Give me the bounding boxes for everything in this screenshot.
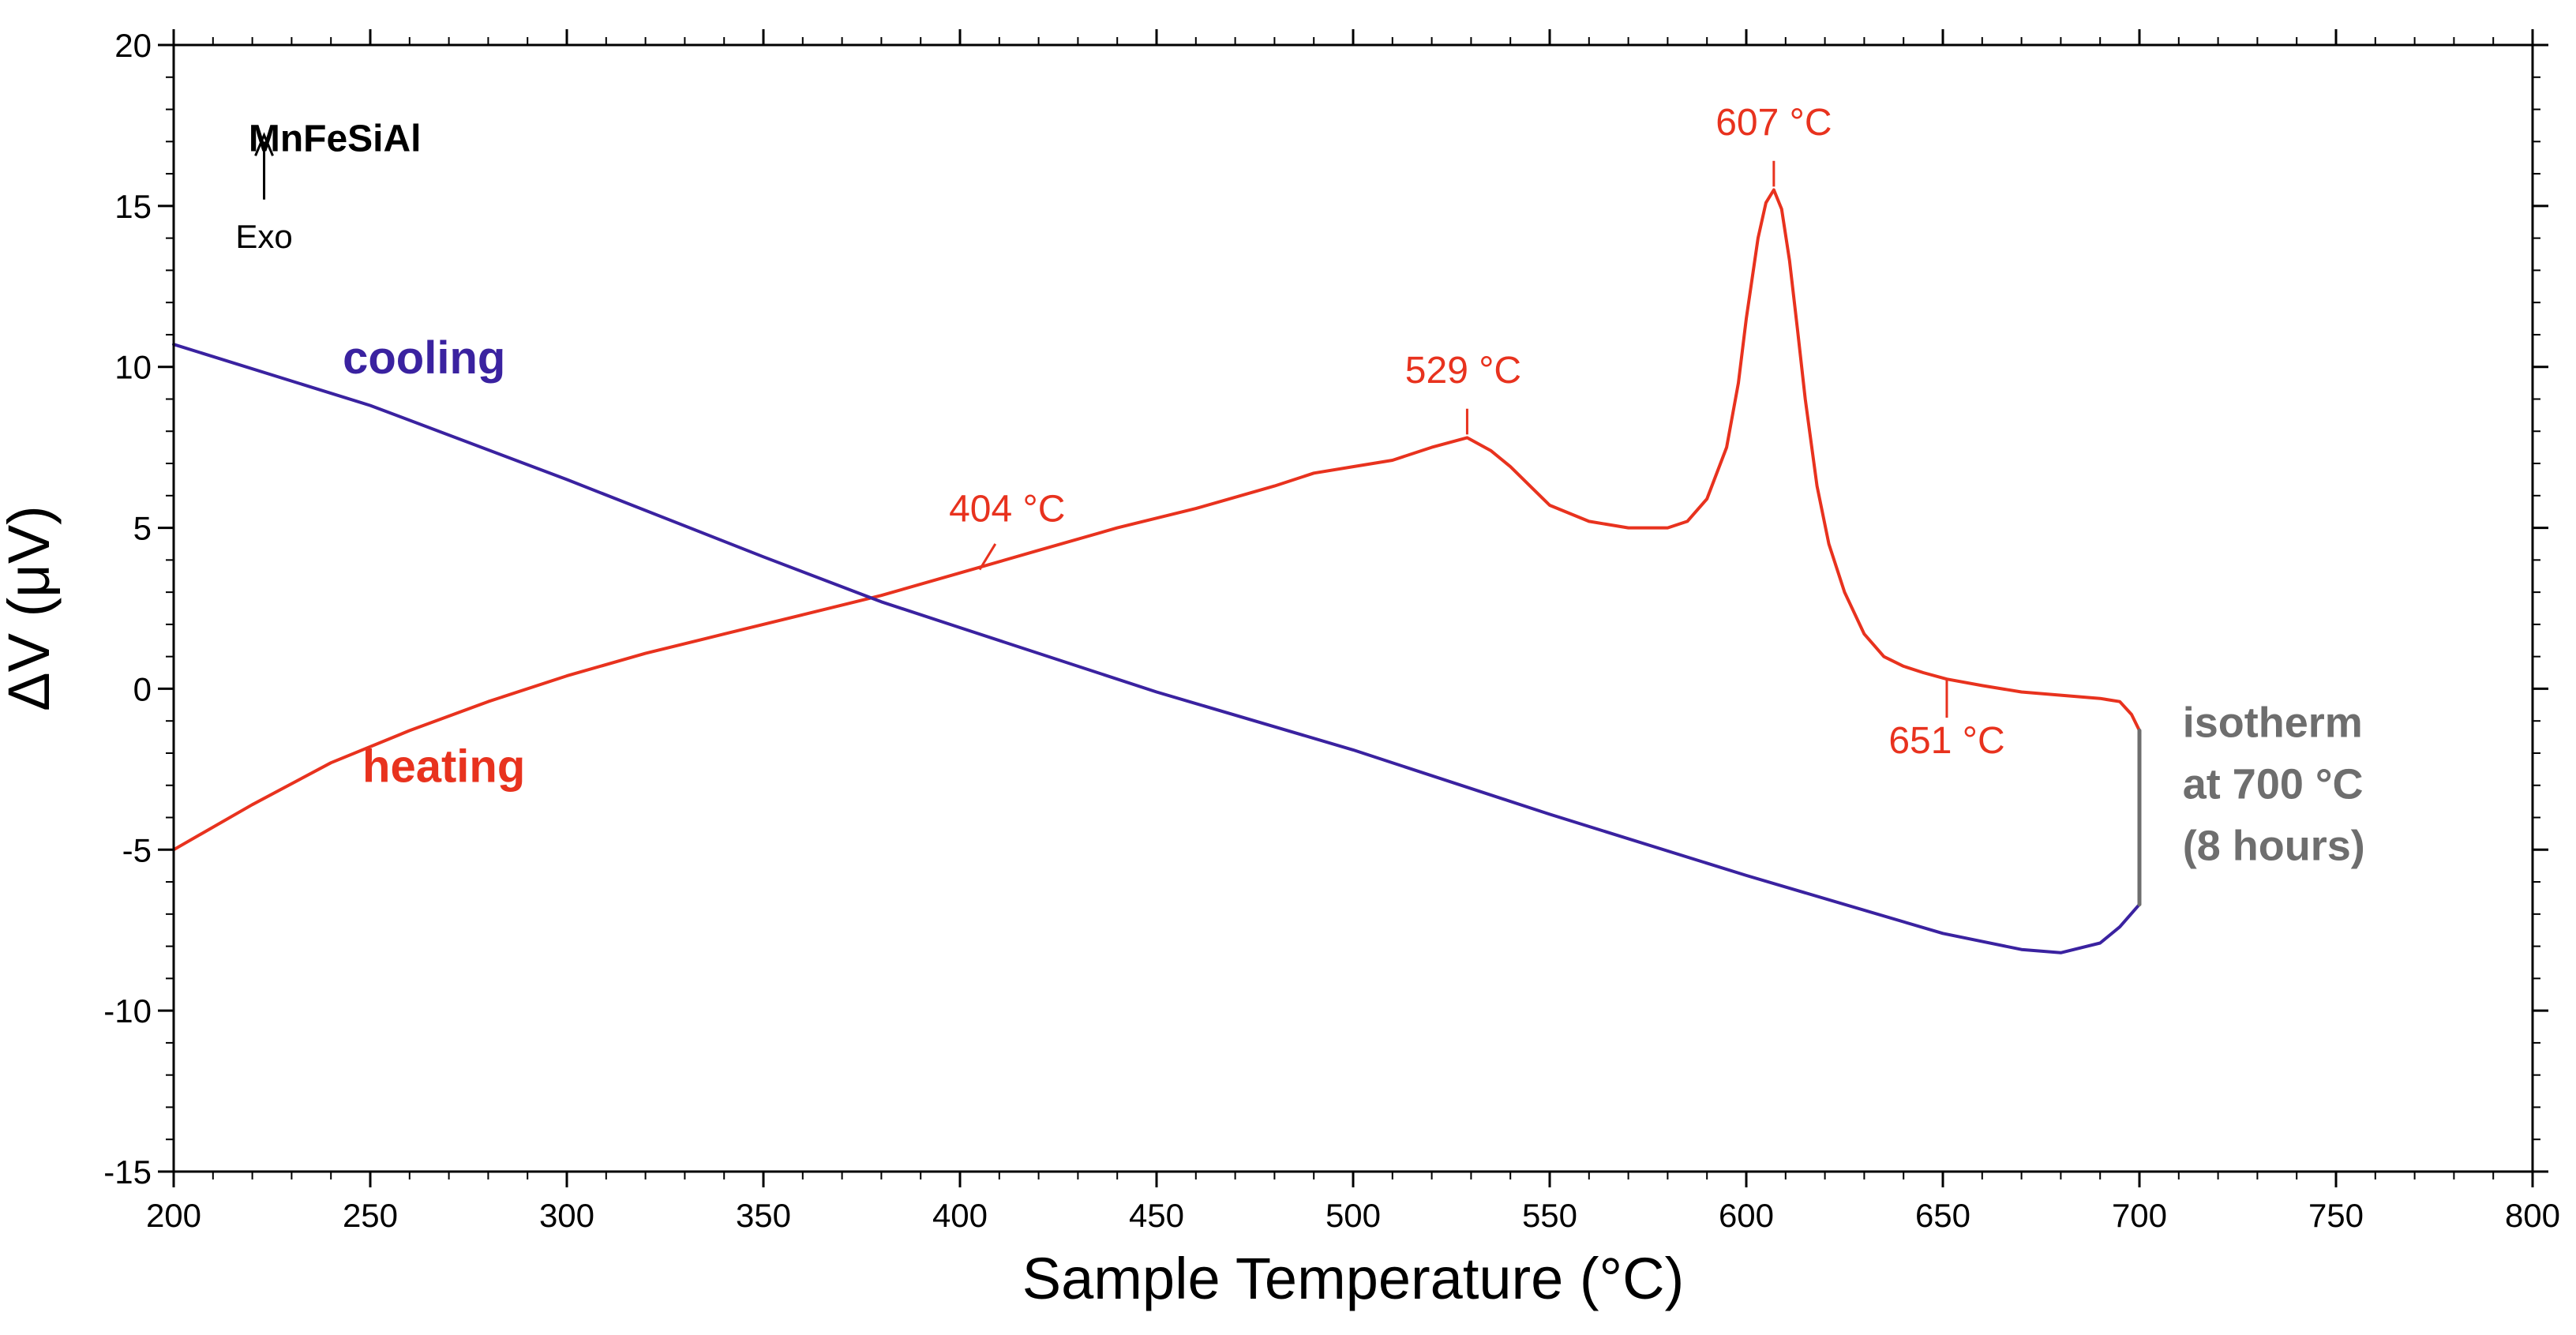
peak-annotation: 607 °C bbox=[1715, 102, 1832, 144]
x-tick-label: 450 bbox=[1129, 1197, 1184, 1234]
x-tick-label: 600 bbox=[1719, 1197, 1774, 1234]
x-tick-label: 550 bbox=[1522, 1197, 1577, 1234]
peak-annotation: 529 °C bbox=[1405, 350, 1521, 392]
y-tick-label: 10 bbox=[114, 349, 152, 386]
x-tick-label: 750 bbox=[2308, 1197, 2364, 1234]
chart-title: MnFeSiAl bbox=[249, 118, 422, 160]
exo-arrow-icon bbox=[254, 132, 274, 156]
x-tick-label: 650 bbox=[1915, 1197, 1970, 1234]
x-tick-label: 350 bbox=[736, 1197, 791, 1234]
x-axis-title: Sample Temperature (°C) bbox=[1022, 1246, 1684, 1311]
x-tick-label: 300 bbox=[539, 1197, 594, 1234]
cooling-curve bbox=[172, 343, 2141, 954]
y-axis-title: ΔV (μV) bbox=[0, 505, 62, 711]
heating-series-label: heating bbox=[362, 741, 525, 793]
exo-label: Exo bbox=[235, 218, 292, 255]
y-tick-label: 5 bbox=[133, 510, 152, 547]
plot-frame bbox=[172, 43, 2534, 1173]
y-tick-label: -10 bbox=[103, 992, 152, 1029]
x-tick-label: 250 bbox=[343, 1197, 398, 1234]
isotherm-label-line-1: isotherm bbox=[2183, 699, 2363, 747]
y-tick-label: 20 bbox=[114, 27, 152, 64]
x-tick-label: 200 bbox=[146, 1197, 201, 1234]
y-tick-label: -5 bbox=[122, 831, 152, 868]
heating-curve bbox=[172, 188, 2141, 852]
isotherm-label-line-2: at 700 °C bbox=[2183, 761, 2364, 808]
y-tick-label: 0 bbox=[133, 670, 152, 707]
x-tick-label: 700 bbox=[2112, 1197, 2167, 1234]
x-tick-label: 800 bbox=[2505, 1197, 2560, 1234]
peak-annotation: 651 °C bbox=[1888, 720, 2004, 762]
x-tick-label: 500 bbox=[1325, 1197, 1381, 1234]
y-tick-label: -15 bbox=[103, 1153, 152, 1191]
peak-annotation: 404 °C bbox=[949, 488, 1065, 530]
y-tick-label: 15 bbox=[114, 188, 152, 225]
x-tick-label: 400 bbox=[932, 1197, 988, 1234]
isotherm-label-line-3: (8 hours) bbox=[2183, 823, 2365, 870]
annotation-leader bbox=[978, 543, 997, 571]
cooling-series-label: cooling bbox=[343, 332, 505, 384]
